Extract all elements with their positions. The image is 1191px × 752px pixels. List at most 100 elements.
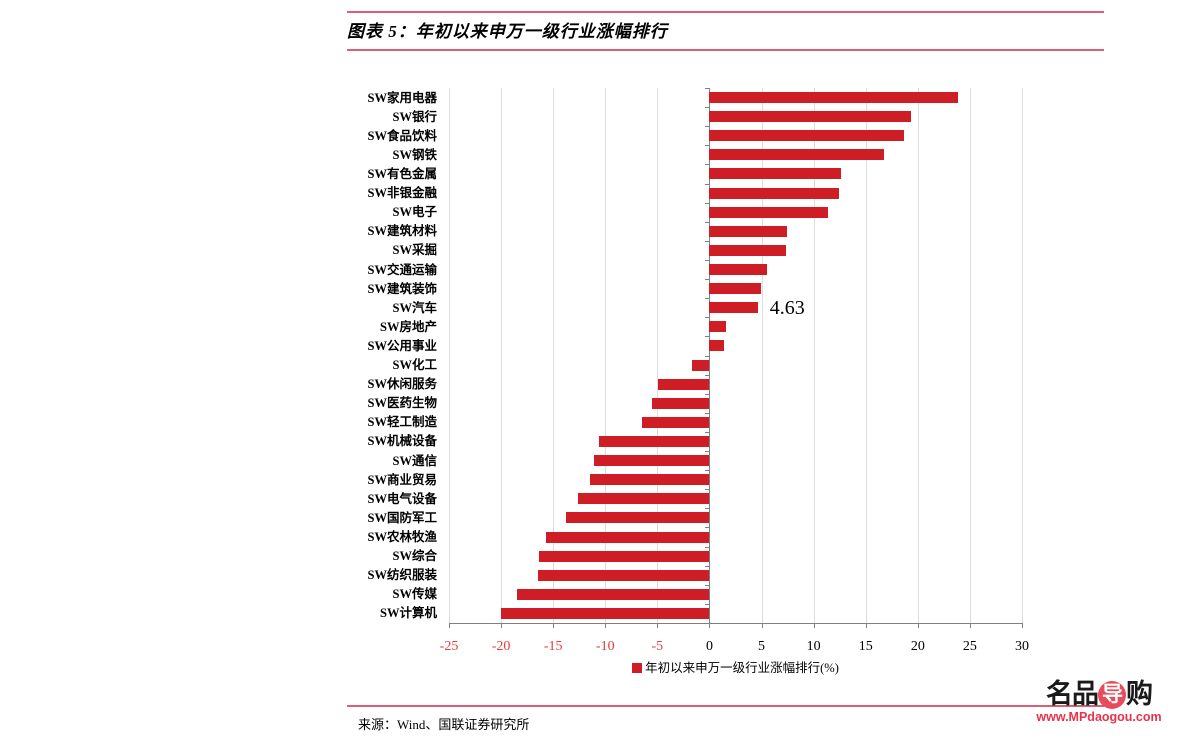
category-axis-tick xyxy=(705,126,710,128)
category-axis-tick xyxy=(705,584,710,586)
title-bottom-rule xyxy=(347,49,1104,51)
x-tick-label: -5 xyxy=(651,639,664,654)
x-axis-tick xyxy=(865,623,867,628)
footer-rule xyxy=(347,705,1104,707)
category-axis-tick xyxy=(705,527,710,529)
category-axis-tick xyxy=(705,317,710,319)
x-tick-label: 20 xyxy=(910,639,925,654)
category-axis-tick xyxy=(705,412,710,414)
category-axis-tick xyxy=(705,565,710,567)
category-label: SW电子 xyxy=(392,205,437,220)
category-axis-tick xyxy=(705,240,710,242)
bar-SW银行 xyxy=(709,111,911,123)
figure-title: 图表 5：年初以来申万一级行业涨幅排行 xyxy=(347,22,668,41)
category-axis-tick xyxy=(705,623,710,624)
bar-SW汽车 xyxy=(709,302,758,314)
x-tick-label: 15 xyxy=(858,639,873,654)
category-label: SW非银金融 xyxy=(367,186,437,201)
watermark-brand: 名品导购 xyxy=(1026,679,1172,709)
bar-SW采掘 xyxy=(709,244,786,256)
x-axis-tick xyxy=(917,623,919,628)
category-label: SW计算机 xyxy=(380,606,437,621)
bar-SW计算机 xyxy=(501,607,710,619)
category-axis-tick xyxy=(705,107,710,109)
x-axis-tick xyxy=(813,623,815,628)
category-label: SW交通运输 xyxy=(367,262,437,277)
category-label: SW商业贸易 xyxy=(367,472,437,487)
x-axis-tick xyxy=(501,623,503,628)
category-label: SW国防军工 xyxy=(367,510,437,525)
category-label: SW有色金属 xyxy=(367,166,437,181)
brand-prefix: 名品 xyxy=(1046,679,1099,709)
category-axis-tick xyxy=(705,279,710,281)
category-axis-tick xyxy=(705,88,710,89)
category-axis-tick xyxy=(705,603,710,605)
x-tick-label: 30 xyxy=(1015,639,1029,654)
x-tick-label: 5 xyxy=(758,639,766,654)
data-point-label: 4.63 xyxy=(769,296,805,319)
bar-SW化工 xyxy=(691,359,710,371)
bar-SW家用电器 xyxy=(709,92,959,104)
category-axis-tick xyxy=(705,298,710,300)
legend-swatch-icon xyxy=(632,663,643,673)
category-axis-tick xyxy=(705,259,710,261)
x-tick-label: -15 xyxy=(543,639,563,654)
title-top-rule xyxy=(347,11,1104,13)
bar-SW食品饮料 xyxy=(709,130,905,142)
bar-SW建筑装饰 xyxy=(709,283,761,295)
category-label: SW家用电器 xyxy=(367,90,437,105)
legend-label: 年初以来申万一级行业涨幅排行(%) xyxy=(645,661,839,675)
category-label: SW建筑材料 xyxy=(367,224,437,239)
bar-SW电气设备 xyxy=(578,493,710,505)
bar-SW建筑材料 xyxy=(709,225,787,237)
category-axis-tick xyxy=(705,489,710,491)
zero-axis-line xyxy=(709,88,711,623)
bar-SW轻工制造 xyxy=(641,416,710,428)
x-axis-tick xyxy=(709,623,711,628)
x-gridline xyxy=(969,88,971,623)
x-gridline xyxy=(501,88,503,623)
bar-SW医药生物 xyxy=(652,397,710,409)
category-label: SW建筑装饰 xyxy=(367,281,437,296)
bar-SW房地产 xyxy=(709,321,727,333)
category-label: SW机械设备 xyxy=(367,434,437,449)
x-gridline xyxy=(657,88,659,623)
bar-SW传媒 xyxy=(516,588,710,600)
bar-SW交通运输 xyxy=(709,264,767,276)
x-axis-tick xyxy=(605,623,607,628)
category-label: SW医药生物 xyxy=(367,396,437,411)
x-tick-label: 10 xyxy=(806,639,821,654)
category-label: SW轻工制造 xyxy=(367,415,437,430)
x-gridline xyxy=(761,88,763,623)
category-axis-tick xyxy=(705,508,710,510)
bar-SW国防军工 xyxy=(565,512,710,524)
bar-SW有色金属 xyxy=(709,168,841,180)
x-gridline xyxy=(449,88,450,623)
category-axis-tick xyxy=(705,374,710,376)
source-note: 来源：Wind、国联证券研究所 xyxy=(358,717,530,732)
x-axis-tick xyxy=(969,623,971,628)
chart-legend: 年初以来申万一级行业涨幅排行(%) xyxy=(449,660,1022,676)
x-gridline xyxy=(1022,88,1023,623)
category-axis-tick xyxy=(705,355,710,357)
x-gridline xyxy=(917,88,919,623)
x-axis-tick xyxy=(553,623,555,628)
bar-SW休闲服务 xyxy=(658,378,710,390)
category-axis-tick xyxy=(705,431,710,433)
bar-SW非银金融 xyxy=(709,187,839,199)
bar-SW商业贸易 xyxy=(589,474,710,486)
category-axis-tick xyxy=(705,164,710,166)
x-axis-tick xyxy=(449,623,450,628)
category-label: SW公用事业 xyxy=(367,338,437,353)
x-tick-label: 0 xyxy=(705,639,713,654)
bar-SW公用事业 xyxy=(709,340,725,352)
bar-SW钢铁 xyxy=(709,149,885,161)
bar-SW通信 xyxy=(593,455,710,467)
x-axis-tick xyxy=(1022,623,1023,628)
category-label: SW纺织服装 xyxy=(367,568,437,583)
category-axis-tick xyxy=(705,145,710,147)
x-axis-tick xyxy=(657,623,659,628)
bar-SW综合 xyxy=(538,550,710,562)
category-label: SW钢铁 xyxy=(392,147,437,162)
